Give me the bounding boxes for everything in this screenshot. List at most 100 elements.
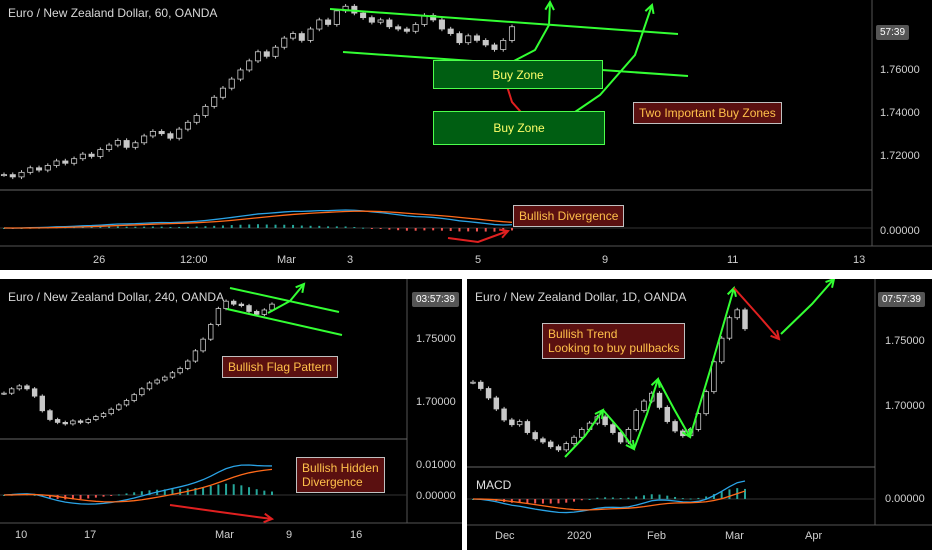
macd-histogram-bar xyxy=(265,224,268,228)
macd-histogram-bar xyxy=(405,228,408,231)
candle-body xyxy=(325,19,332,25)
candle-body xyxy=(726,317,733,339)
bottom-left-countdown-badge: 03:57:39 xyxy=(412,292,459,307)
candle-body xyxy=(742,309,748,330)
candle-body xyxy=(202,105,209,116)
buy-zone-upper: Buy Zone xyxy=(433,60,603,89)
macd-histogram-bar xyxy=(604,497,607,499)
bullish-arrow-upper xyxy=(511,1,551,63)
bottom-left-x-label: Mar xyxy=(215,529,234,541)
pullback-leg-1 xyxy=(602,409,635,450)
macd-histogram-bar xyxy=(397,228,400,231)
candle-body xyxy=(333,10,340,25)
top-chart-panel[interactable]: Euro / New Zealand Dollar, 60, OANDA 1.7… xyxy=(0,0,932,270)
candle-body xyxy=(192,350,199,362)
expected-pullback-arrow xyxy=(733,287,780,340)
candle-body xyxy=(368,17,375,23)
macd-histogram-bar xyxy=(674,496,677,499)
buy-zone-lower: Buy Zone xyxy=(433,111,605,145)
macd-histogram-bar xyxy=(414,228,417,231)
candle-body xyxy=(70,420,76,425)
macd-histogram-bar xyxy=(557,499,560,504)
top-x-label: Mar xyxy=(277,254,296,266)
candle-body xyxy=(298,33,305,41)
candle-body xyxy=(54,419,61,423)
bottom-left-chart-title: Euro / New Zealand Dollar, 240, OANDA xyxy=(8,290,225,304)
candle-body xyxy=(482,40,489,46)
macd-histogram-bar xyxy=(125,226,128,228)
candle-body xyxy=(703,391,709,415)
bottom-right-x-label: Feb xyxy=(647,530,666,542)
bottom-right-x-label: 2020 xyxy=(567,530,592,542)
candle-body xyxy=(254,51,262,62)
macd-histogram-bar xyxy=(458,228,461,232)
macd-histogram-bar xyxy=(580,499,583,501)
macd-histogram-bar xyxy=(202,487,205,495)
macd-histogram-bar xyxy=(94,495,97,498)
macd-histogram-bar xyxy=(327,226,330,228)
macd-histogram-bar xyxy=(283,224,286,228)
candle-body xyxy=(246,305,252,312)
candle-body xyxy=(8,388,15,394)
macd-histogram-bar xyxy=(48,495,51,498)
candle-body xyxy=(141,135,148,144)
bottom-left-x-label: 17 xyxy=(84,529,97,541)
candle-body xyxy=(470,381,476,384)
macd-histogram-bar xyxy=(666,495,669,499)
candle-body xyxy=(106,144,113,151)
candle-body xyxy=(579,428,585,438)
candle-body xyxy=(656,392,663,408)
candle-body xyxy=(146,382,153,390)
macd-histogram-bar xyxy=(133,492,136,495)
flag-upper-line xyxy=(229,287,340,313)
candle-body xyxy=(571,436,577,444)
top-x-label: 5 xyxy=(475,254,482,266)
candle-body xyxy=(485,388,492,399)
candle-body xyxy=(85,419,91,423)
bullish-flag-note: Bullish Flag Pattern xyxy=(222,356,339,378)
bottom-left-chart-panel[interactable]: Euro / New Zealand Dollar, 240, OANDA 1.… xyxy=(0,279,462,550)
macd-histogram-bar xyxy=(318,225,321,228)
macd-histogram-bar xyxy=(186,226,189,228)
bottom-right-macd-zero-label: 0.00000 xyxy=(885,493,925,505)
candle-body xyxy=(395,26,402,30)
macd-histogram-bar xyxy=(511,228,513,231)
candle-body xyxy=(473,35,480,41)
candle-body xyxy=(540,438,546,443)
candle-body xyxy=(154,379,160,384)
bottom-right-chart-panel[interactable]: Euro / New Zealand Dollar, 1D, OANDA 1.7… xyxy=(467,279,932,550)
signal-line xyxy=(3,210,513,229)
macd-line xyxy=(3,464,273,505)
bottom-right-price-label: 1.70000 xyxy=(885,400,925,412)
macd-histogram-bar xyxy=(213,225,216,228)
macd-histogram-bar xyxy=(611,497,614,499)
candle-body xyxy=(718,337,725,363)
bottom-left-price-label: 1.75000 xyxy=(416,333,456,345)
candle-body xyxy=(465,35,472,44)
candle-body xyxy=(149,130,156,137)
macd-histogram-bar xyxy=(230,225,233,228)
candle-body xyxy=(184,121,191,130)
candle-body xyxy=(672,421,678,432)
macd-histogram-bar xyxy=(526,499,529,504)
candle-body xyxy=(139,388,145,396)
bottom-right-chart-canvas[interactable] xyxy=(467,279,932,550)
macd-histogram-bar xyxy=(148,490,151,495)
bottom-right-price-label: 1.75000 xyxy=(885,335,925,347)
top-chart-canvas[interactable] xyxy=(0,0,932,270)
candle-body xyxy=(114,140,121,146)
macd-histogram-bar xyxy=(635,496,638,499)
bottom-left-price-label: 1.70000 xyxy=(416,396,456,408)
macd-histogram-bar xyxy=(71,495,74,500)
bottom-left-chart-canvas[interactable] xyxy=(0,279,462,550)
candle-body xyxy=(53,160,60,166)
macd-histogram-bar xyxy=(596,497,599,499)
macd-histogram-bar xyxy=(712,494,715,499)
macd-histogram-bar xyxy=(239,224,242,228)
macd-histogram-bar xyxy=(102,495,105,497)
macd-histogram-bar xyxy=(195,226,198,228)
candle-body xyxy=(478,381,484,389)
top-macd-zero-label: 0.00000 xyxy=(880,225,920,237)
candle-body xyxy=(223,300,229,309)
hidden-divergence-arrow xyxy=(169,504,273,520)
